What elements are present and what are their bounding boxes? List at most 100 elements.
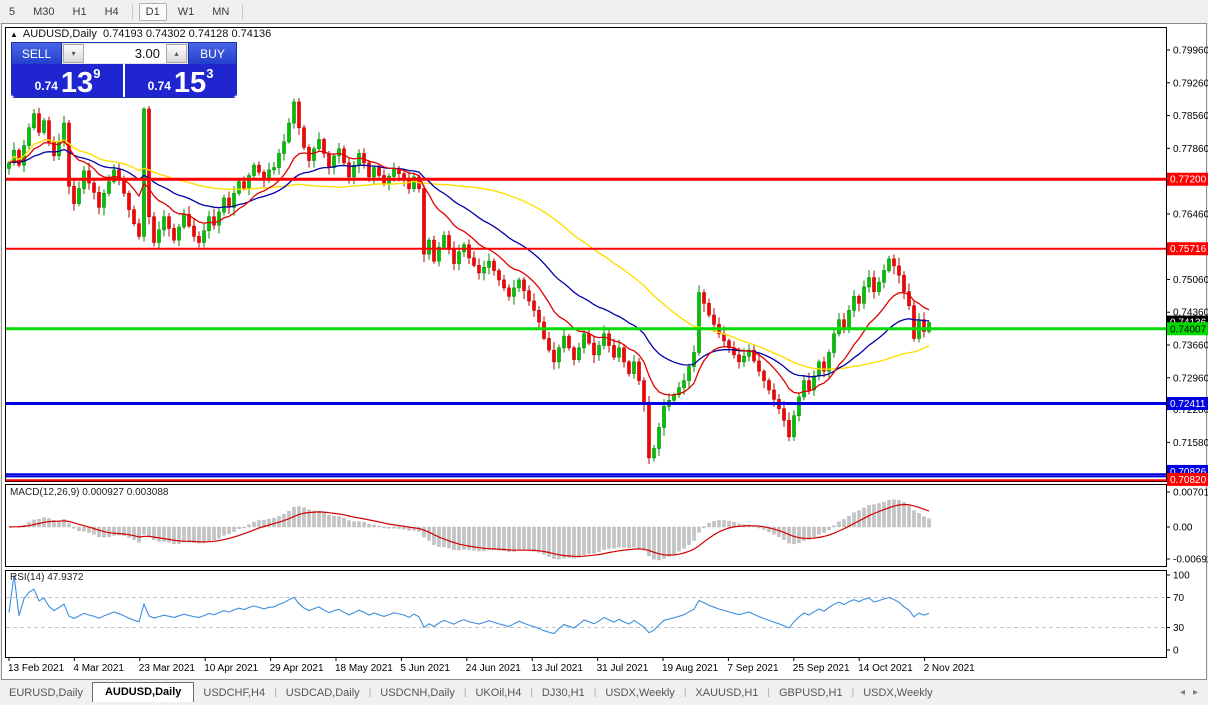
date-axis-label: 14 Oct 2021 [858, 663, 913, 674]
price-axis-label: 0.74360 [1173, 308, 1208, 319]
svg-text:0.75716: 0.75716 [1170, 244, 1207, 255]
price-axis-label: 0.77860 [1173, 144, 1208, 155]
chart-tab-dj30-h1[interactable]: DJ30,H1 [541, 687, 585, 699]
tab-divider: | [767, 686, 770, 698]
macd-title: MACD(12,26,9) 0.000927 0.003088 [10, 487, 169, 498]
chart-tab-gbpusd-h1[interactable]: GBPUSD,H1 [779, 687, 843, 699]
date-axis: 13 Feb 2021 4 Mar 2021 23 Mar 2021 10 Apr 2… [8, 657, 975, 674]
rsi-line [8, 574, 930, 635]
price-axis-label: 0.79960 [1173, 46, 1208, 57]
volume-increase-button[interactable]: ▴ [166, 44, 187, 63]
tab-divider: | [530, 686, 533, 698]
price-axis-label: 0.72280 [1173, 405, 1208, 416]
chart-tab-eurusd-daily[interactable]: EURUSD,Daily [9, 687, 83, 699]
date-axis-label: 19 Aug 2021 [662, 663, 719, 674]
tab-divider: | [851, 686, 855, 698]
sell-button[interactable]: SELL [12, 43, 62, 64]
date-axis-label: 7 Sep 2021 [727, 663, 779, 674]
price-axis-label: 0.75060 [1173, 275, 1208, 286]
rsi-axis-label: 0 [1173, 646, 1179, 657]
timeframe-button-5[interactable]: 5 [9, 5, 16, 18]
tab-divider: | [593, 686, 597, 698]
chart-tab-bar: EURUSD,Daily AUDUSD,Daily USDCHF,H4 | USDCAD… [0, 682, 1208, 702]
chart-tab-usdchf-h4[interactable]: USDCHF,H4 [203, 687, 266, 699]
timeframe-button-h1[interactable]: H1 [72, 5, 87, 18]
date-axis-label: 31 Jul 2021 [597, 663, 649, 674]
tab-divider: | [368, 686, 372, 698]
sell-price-display[interactable]: 0.74 13 9 [12, 64, 123, 99]
tab-scroll-left-icon[interactable]: ◂ [1179, 686, 1185, 698]
date-axis-label: 4 Mar 2021 [73, 663, 124, 674]
volume-decrease-button[interactable]: ▾ [63, 44, 84, 63]
price-axis-label: 0.71580 [1173, 438, 1208, 449]
price-axis-label: 0.76460 [1173, 209, 1208, 220]
rsi-title: RSI(14) 47.9372 [10, 572, 84, 583]
chart-tab-usdcad-daily[interactable]: USDCAD,Daily [285, 687, 360, 699]
buy-price-prefix: 0.74 [147, 79, 171, 93]
svg-text:0.70826: 0.70826 [1170, 467, 1207, 478]
price-chip: 0.75716 [1167, 242, 1208, 256]
date-axis-label: 10 Apr 2021 [204, 663, 258, 674]
date-axis-label: 13 Jul 2021 [531, 663, 583, 674]
price-axis-label: 0.79260 [1173, 78, 1208, 89]
timeframe-button-h4[interactable]: H4 [104, 5, 119, 18]
buy-price-display[interactable]: 0.74 15 3 [125, 64, 236, 99]
chart-ohlc-values: 0.74193 0.74302 0.74128 0.74136 [103, 28, 272, 40]
chart-tab-usdcnh-daily[interactable]: USDCNH,Daily [380, 687, 455, 699]
tab-scroll-right-icon[interactable]: ▸ [1192, 686, 1198, 698]
volume-spinner: ▾ ▴ [62, 43, 188, 64]
horizontal-levels-layer [6, 177, 1166, 482]
toolbar-separator [131, 3, 133, 20]
tab-divider: | [463, 686, 467, 698]
timeframe-button-d1[interactable]: D1 [138, 2, 167, 21]
price-chip: 0.72411 [1167, 396, 1208, 410]
moving-averages-layer [8, 139, 930, 396]
price-chip: 0.74007 [1167, 322, 1208, 336]
toolbar-separator [242, 3, 244, 20]
volume-input[interactable] [84, 44, 166, 63]
date-axis-label: 5 Jun 2021 [400, 663, 450, 674]
timeframe-button-w1[interactable]: W1 [177, 5, 195, 18]
date-axis-label: 23 Mar 2021 [139, 663, 196, 674]
price-axis: 0.79960 0.79260 0.78560 0.77860 0.76460 0.750… [1166, 46, 1208, 657]
one-click-trade-panel: SELL ▾ ▴ BUY 0.74 13 9 0.74 15 3 [11, 42, 237, 98]
price-axis-label: 0.72960 [1173, 373, 1208, 384]
date-axis-label: 18 May 2021 [335, 663, 393, 674]
macd-signal-line [8, 503, 930, 558]
svg-text:0.70820: 0.70820 [1170, 475, 1207, 486]
buy-price-pip: 3 [206, 66, 214, 81]
date-axis-label: 2 Nov 2021 [924, 663, 976, 674]
date-axis-label: 24 Jun 2021 [466, 663, 521, 674]
timeframe-button-mn[interactable]: MN [212, 5, 230, 18]
sell-price-prefix: 0.74 [34, 79, 58, 93]
date-axis-label: 29 Apr 2021 [270, 663, 324, 674]
price-chip: 0.77200 [1167, 172, 1208, 186]
chart-symbol-label: AUDUSD,Daily [22, 28, 97, 40]
rsi-axis-label: 70 [1173, 593, 1185, 604]
svg-text:0.74007: 0.74007 [1170, 324, 1207, 335]
macd-axis-label: 0.00 [1173, 523, 1193, 534]
buy-price-main: 15 [173, 67, 207, 99]
chart-tab-ukoil-h4[interactable]: UKOil,H4 [475, 687, 522, 699]
collapse-arrow-icon[interactable]: ▲ [10, 30, 18, 39]
rsi-axis-label: 30 [1173, 623, 1185, 634]
chart-tab-usdx-weekly[interactable]: USDX,Weekly [605, 687, 675, 699]
macd-axis-label: -0.006923 [1173, 555, 1208, 566]
macd-axis-label: 0.007015 [1173, 488, 1208, 499]
chart-tab-usdx-weekly[interactable]: USDX,Weekly [863, 687, 933, 699]
timeframe-button-m30[interactable]: M30 [33, 5, 55, 18]
chart-title: ▲ AUDUSD,Daily 0.74193 0.74302 0.74128 0.… [10, 28, 271, 40]
date-axis-label: 25 Sep 2021 [793, 663, 850, 674]
sell-price-pip: 9 [93, 66, 101, 81]
buy-button[interactable]: BUY [188, 43, 236, 64]
date-axis-label: 13 Feb 2021 [8, 663, 65, 674]
tab-divider: | [683, 686, 687, 698]
chart-tab-audusd-daily[interactable]: AUDUSD,Daily [91, 682, 195, 702]
svg-text:0.72411: 0.72411 [1170, 399, 1206, 410]
chart-tab-xauusd-h1[interactable]: XAUUSD,H1 [695, 687, 759, 699]
sell-price-main: 13 [60, 67, 94, 99]
rsi-axis-label: 100 [1173, 571, 1190, 582]
tab-divider: | [274, 686, 277, 698]
